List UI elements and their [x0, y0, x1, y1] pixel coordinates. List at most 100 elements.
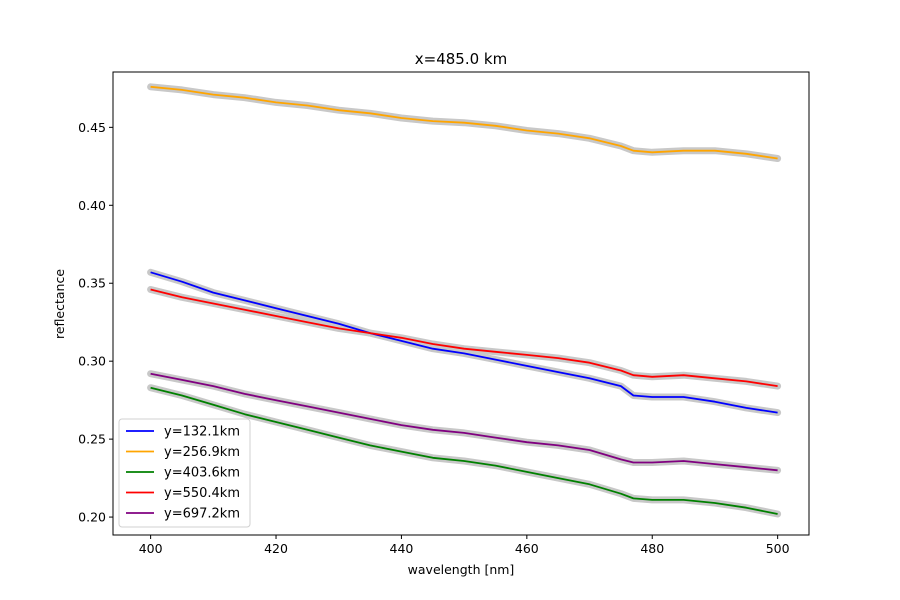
data-point	[557, 133, 559, 135]
data-point	[745, 507, 747, 509]
data-point	[181, 296, 183, 298]
data-point	[275, 421, 277, 423]
data-point	[306, 429, 308, 431]
data-point	[745, 466, 747, 468]
data-point	[714, 150, 716, 152]
data-point	[463, 432, 465, 434]
legend-label: y=256.9km	[164, 445, 240, 460]
data-point	[589, 449, 591, 451]
data-point	[557, 357, 559, 359]
x-tick-label: 460	[515, 541, 539, 556]
data-point	[745, 380, 747, 382]
data-point	[432, 120, 434, 122]
y-tick-label: 0.20	[78, 510, 106, 525]
legend-frame	[118, 418, 251, 528]
data-point	[150, 289, 152, 291]
data-point	[400, 340, 402, 342]
data-point	[463, 348, 465, 350]
data-point	[244, 393, 246, 395]
legend-label: y=550.4km	[164, 486, 240, 501]
data-point	[432, 429, 434, 431]
data-point	[777, 513, 779, 515]
data-point	[338, 109, 340, 111]
data-point	[526, 365, 528, 367]
data-point	[181, 281, 183, 283]
data-point	[632, 395, 634, 397]
data-point	[495, 359, 497, 361]
data-point	[632, 374, 634, 376]
x-axis-title: wavelength [nm]	[408, 562, 515, 577]
data-point	[432, 343, 434, 345]
data-point	[651, 376, 653, 378]
data-point	[400, 117, 402, 119]
data-point	[306, 105, 308, 107]
data-point	[526, 130, 528, 132]
data-point	[683, 150, 685, 152]
data-point	[620, 145, 622, 147]
data-point	[557, 371, 559, 373]
data-point	[400, 337, 402, 339]
series-line	[150, 85, 778, 160]
data-point	[620, 370, 622, 372]
data-point	[777, 158, 779, 160]
y-tick-label: 0.45	[78, 120, 106, 135]
data-point	[651, 462, 653, 464]
legend-label: y=697.2km	[164, 507, 240, 522]
data-point	[714, 377, 716, 379]
data-point	[714, 401, 716, 403]
series-line	[150, 271, 778, 414]
data-point	[306, 405, 308, 407]
data-point	[589, 483, 591, 485]
data-point	[620, 385, 622, 387]
data-point	[589, 377, 591, 379]
data-point	[181, 89, 183, 91]
data-point	[714, 463, 716, 465]
data-point	[620, 493, 622, 495]
data-point	[526, 471, 528, 473]
data-point	[212, 94, 214, 96]
data-point	[526, 354, 528, 356]
data-point	[275, 399, 277, 401]
data-point	[275, 315, 277, 317]
data-point	[745, 153, 747, 155]
data-point	[338, 412, 340, 414]
legend: y=132.1km y=256.9km y=403.6km y=550.4km y=69…	[118, 418, 251, 528]
data-point	[338, 437, 340, 439]
data-point	[244, 413, 246, 415]
x-axis: 400 420 440 460 480 500	[139, 535, 790, 556]
x-tick-label: 480	[640, 541, 664, 556]
y-axis: 0.20 0.25 0.30 0.35 0.40 0.45	[78, 120, 113, 525]
data-point	[212, 292, 214, 294]
x-tick-label: 440	[390, 541, 414, 556]
series-lines	[150, 85, 779, 515]
data-point	[369, 112, 371, 114]
data-point	[495, 437, 497, 439]
series-line	[150, 288, 778, 387]
data-point	[651, 396, 653, 398]
data-point	[369, 332, 371, 334]
data-point	[244, 97, 246, 99]
data-point	[632, 462, 634, 464]
data-point	[463, 122, 465, 124]
data-point	[589, 137, 591, 139]
data-point	[589, 362, 591, 364]
data-point	[745, 407, 747, 409]
data-point	[495, 125, 497, 127]
y-tick-label: 0.30	[78, 354, 106, 369]
data-point	[683, 460, 685, 462]
x-tick-label: 420	[264, 541, 288, 556]
data-point	[244, 299, 246, 301]
y-tick-label: 0.40	[78, 198, 106, 213]
data-point	[651, 151, 653, 153]
data-point	[463, 352, 465, 354]
data-point	[683, 499, 685, 501]
y-tick-label: 0.25	[78, 432, 106, 447]
data-point	[683, 374, 685, 376]
data-point	[495, 465, 497, 467]
data-point	[714, 502, 716, 504]
data-point	[150, 373, 152, 375]
data-point	[244, 309, 246, 311]
x-tick-label: 500	[766, 541, 790, 556]
data-point	[338, 323, 340, 325]
data-point	[212, 404, 214, 406]
